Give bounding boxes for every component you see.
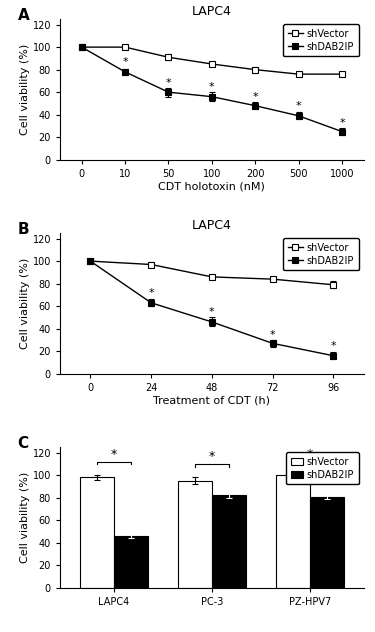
Title: LAPC4: LAPC4 bbox=[192, 5, 232, 18]
Text: *: * bbox=[339, 118, 345, 128]
Bar bbox=[114, 536, 148, 588]
Title: LAPC4: LAPC4 bbox=[192, 219, 232, 232]
Legend: shVector, shDAB2IP: shVector, shDAB2IP bbox=[284, 238, 359, 270]
Text: *: * bbox=[148, 288, 154, 298]
Bar bbox=[178, 481, 212, 588]
Y-axis label: Cell viability (%): Cell viability (%) bbox=[20, 471, 30, 563]
Text: *: * bbox=[111, 448, 117, 461]
X-axis label: CDT holotoxin (nM): CDT holotoxin (nM) bbox=[158, 181, 266, 191]
X-axis label: Treatment of CDT (h): Treatment of CDT (h) bbox=[153, 396, 270, 406]
Text: B: B bbox=[18, 222, 29, 237]
Y-axis label: Cell viability (%): Cell viability (%) bbox=[20, 258, 30, 349]
Bar bbox=[276, 475, 310, 588]
Text: *: * bbox=[296, 101, 302, 111]
Text: *: * bbox=[252, 92, 258, 102]
Text: *: * bbox=[331, 341, 336, 351]
Bar bbox=[310, 497, 344, 588]
Text: *: * bbox=[209, 450, 215, 463]
Text: *: * bbox=[209, 307, 214, 317]
Text: A: A bbox=[18, 8, 29, 23]
Legend: shVector, shDAB2IP: shVector, shDAB2IP bbox=[286, 452, 359, 485]
Legend: shVector, shDAB2IP: shVector, shDAB2IP bbox=[284, 24, 359, 56]
Text: *: * bbox=[270, 330, 275, 340]
Text: C: C bbox=[18, 435, 28, 451]
Bar bbox=[212, 495, 246, 588]
Text: *: * bbox=[307, 448, 313, 461]
Bar bbox=[80, 477, 114, 588]
Text: *: * bbox=[209, 82, 214, 92]
Y-axis label: Cell viability (%): Cell viability (%) bbox=[20, 44, 30, 135]
Text: *: * bbox=[122, 58, 128, 68]
Text: *: * bbox=[166, 78, 171, 88]
